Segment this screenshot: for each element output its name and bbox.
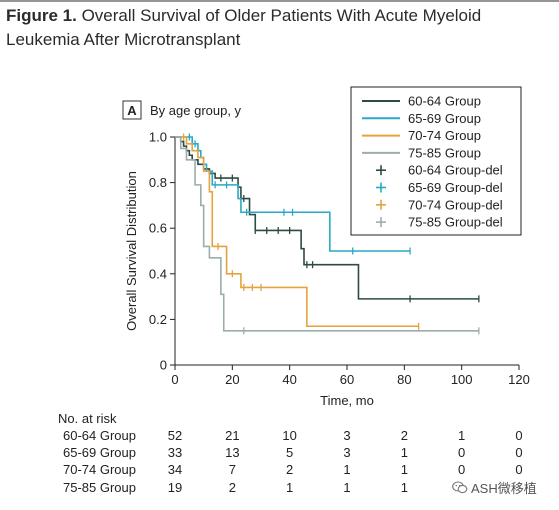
panel-subtitle: By age group, y [150, 103, 242, 118]
x-tick-label: 0 [171, 372, 178, 387]
risk-cell: 10 [282, 428, 297, 443]
risk-cell: 0 [458, 462, 466, 478]
risk-cell: 3 [343, 428, 351, 443]
panel-label: A [127, 103, 137, 118]
series-line-70-74-group [175, 136, 419, 328]
legend-entry-label: 65-69 Group [408, 111, 481, 126]
risk-row-label: 60-64 Group [63, 428, 136, 443]
risk-cell: 13 [225, 445, 240, 461]
risk-row-label: 70-74 Group [63, 462, 136, 478]
legend-entry-label: 75-85 Group [408, 145, 481, 160]
risk-cell: 1 [400, 479, 408, 495]
risk-cell: 1 [343, 462, 351, 478]
y-axis-label: Overall Survival Distribution [124, 171, 139, 331]
risk-row-label: 65-69 Group [63, 445, 136, 461]
risk-cell: 0 [515, 462, 523, 478]
y-tick-label: 1.0 [149, 130, 167, 145]
risk-table-title: No. at risk [58, 411, 117, 426]
legend-entry-label: 70-74 Group-del [408, 197, 503, 212]
series-line-65-69-group [175, 136, 411, 252]
x-axis-label: Time, mo [320, 393, 374, 408]
legend-entry-label: 75-85 Group-del [408, 215, 503, 230]
legend-box [350, 86, 522, 236]
risk-cell: 0 [515, 428, 523, 443]
y-tick-label: 0.6 [149, 221, 167, 236]
x-tick-label: 80 [397, 372, 411, 387]
legend-entry-label: 60-64 Group-del [408, 163, 503, 178]
survival-curves [175, 133, 480, 335]
risk-cell: 7 [228, 462, 236, 478]
risk-cell: 1 [343, 479, 351, 495]
risk-cell: 21 [225, 428, 240, 443]
risk-cell: 33 [167, 445, 183, 461]
risk-row: 65-69 Group 33 13 5 3 1 0 0 [0, 445, 559, 462]
legend-entry-label: 70-74 Group [408, 128, 481, 143]
figure-caption: Overall Survival of Older Patients With … [6, 6, 482, 49]
risk-row: 60-64 Group 52 21 10 3 2 1 0 [0, 428, 559, 445]
risk-cell: 1 [458, 428, 466, 443]
x-tick-label: 40 [282, 372, 296, 387]
risk-row: 70-74 Group 34 7 2 1 1 0 0 [0, 462, 559, 479]
watermark: ASH微移植 [452, 478, 537, 497]
watermark-text: ASH微移植 [471, 481, 537, 496]
legend: 60-64 Group 65-69 Group 70-74 Group 75-85 G… [350, 86, 522, 236]
risk-cell: 2 [400, 428, 408, 443]
risk-cell: 1 [400, 462, 408, 478]
risk-cell: 5 [286, 445, 294, 461]
legend-entry-label: 65-69 Group-del [408, 180, 503, 195]
panel-label-box: A [122, 100, 142, 120]
x-tick-label: 120 [508, 372, 530, 387]
figure-number: Figure 1. [6, 6, 77, 25]
y-tick-label: 0.4 [149, 266, 167, 281]
x-tick-label: 60 [340, 372, 354, 387]
wechat-icon [452, 481, 468, 494]
risk-cell: 52 [167, 428, 183, 443]
axes: 0 20 40 60 80 100 120 0 0.2 0.4 0.6 0.8 1.0 Time, mo O… [124, 130, 530, 409]
risk-cell: 2 [228, 479, 236, 495]
risk-cell: 2 [286, 462, 294, 478]
figure-title: Figure 1. Overall Survival of Older Pati… [6, 4, 556, 52]
risk-cell: 34 [167, 462, 183, 478]
legend-entry-label: 60-64 Group [408, 94, 481, 109]
risk-cell: 3 [343, 445, 351, 461]
y-tick-label: 0 [160, 358, 167, 373]
risk-cell: 19 [167, 479, 183, 495]
series-line-75-85-group [175, 136, 479, 332]
y-tick-label: 0.2 [149, 312, 167, 327]
x-tick-label: 100 [451, 372, 473, 387]
risk-row: 75-85 Group 19 2 1 1 1 [0, 480, 559, 497]
risk-cell: 0 [515, 445, 523, 461]
risk-cell: 0 [458, 445, 466, 461]
risk-cell: 1 [400, 445, 408, 461]
y-tick-label: 0.8 [149, 175, 167, 190]
x-tick-label: 20 [225, 372, 239, 387]
survival-chart: A By age group, y 0 20 40 60 80 100 120 0 0.2 0.4… [0, 0, 559, 409]
risk-row-label: 75-85 Group [63, 479, 136, 495]
risk-cell: 1 [286, 479, 294, 495]
